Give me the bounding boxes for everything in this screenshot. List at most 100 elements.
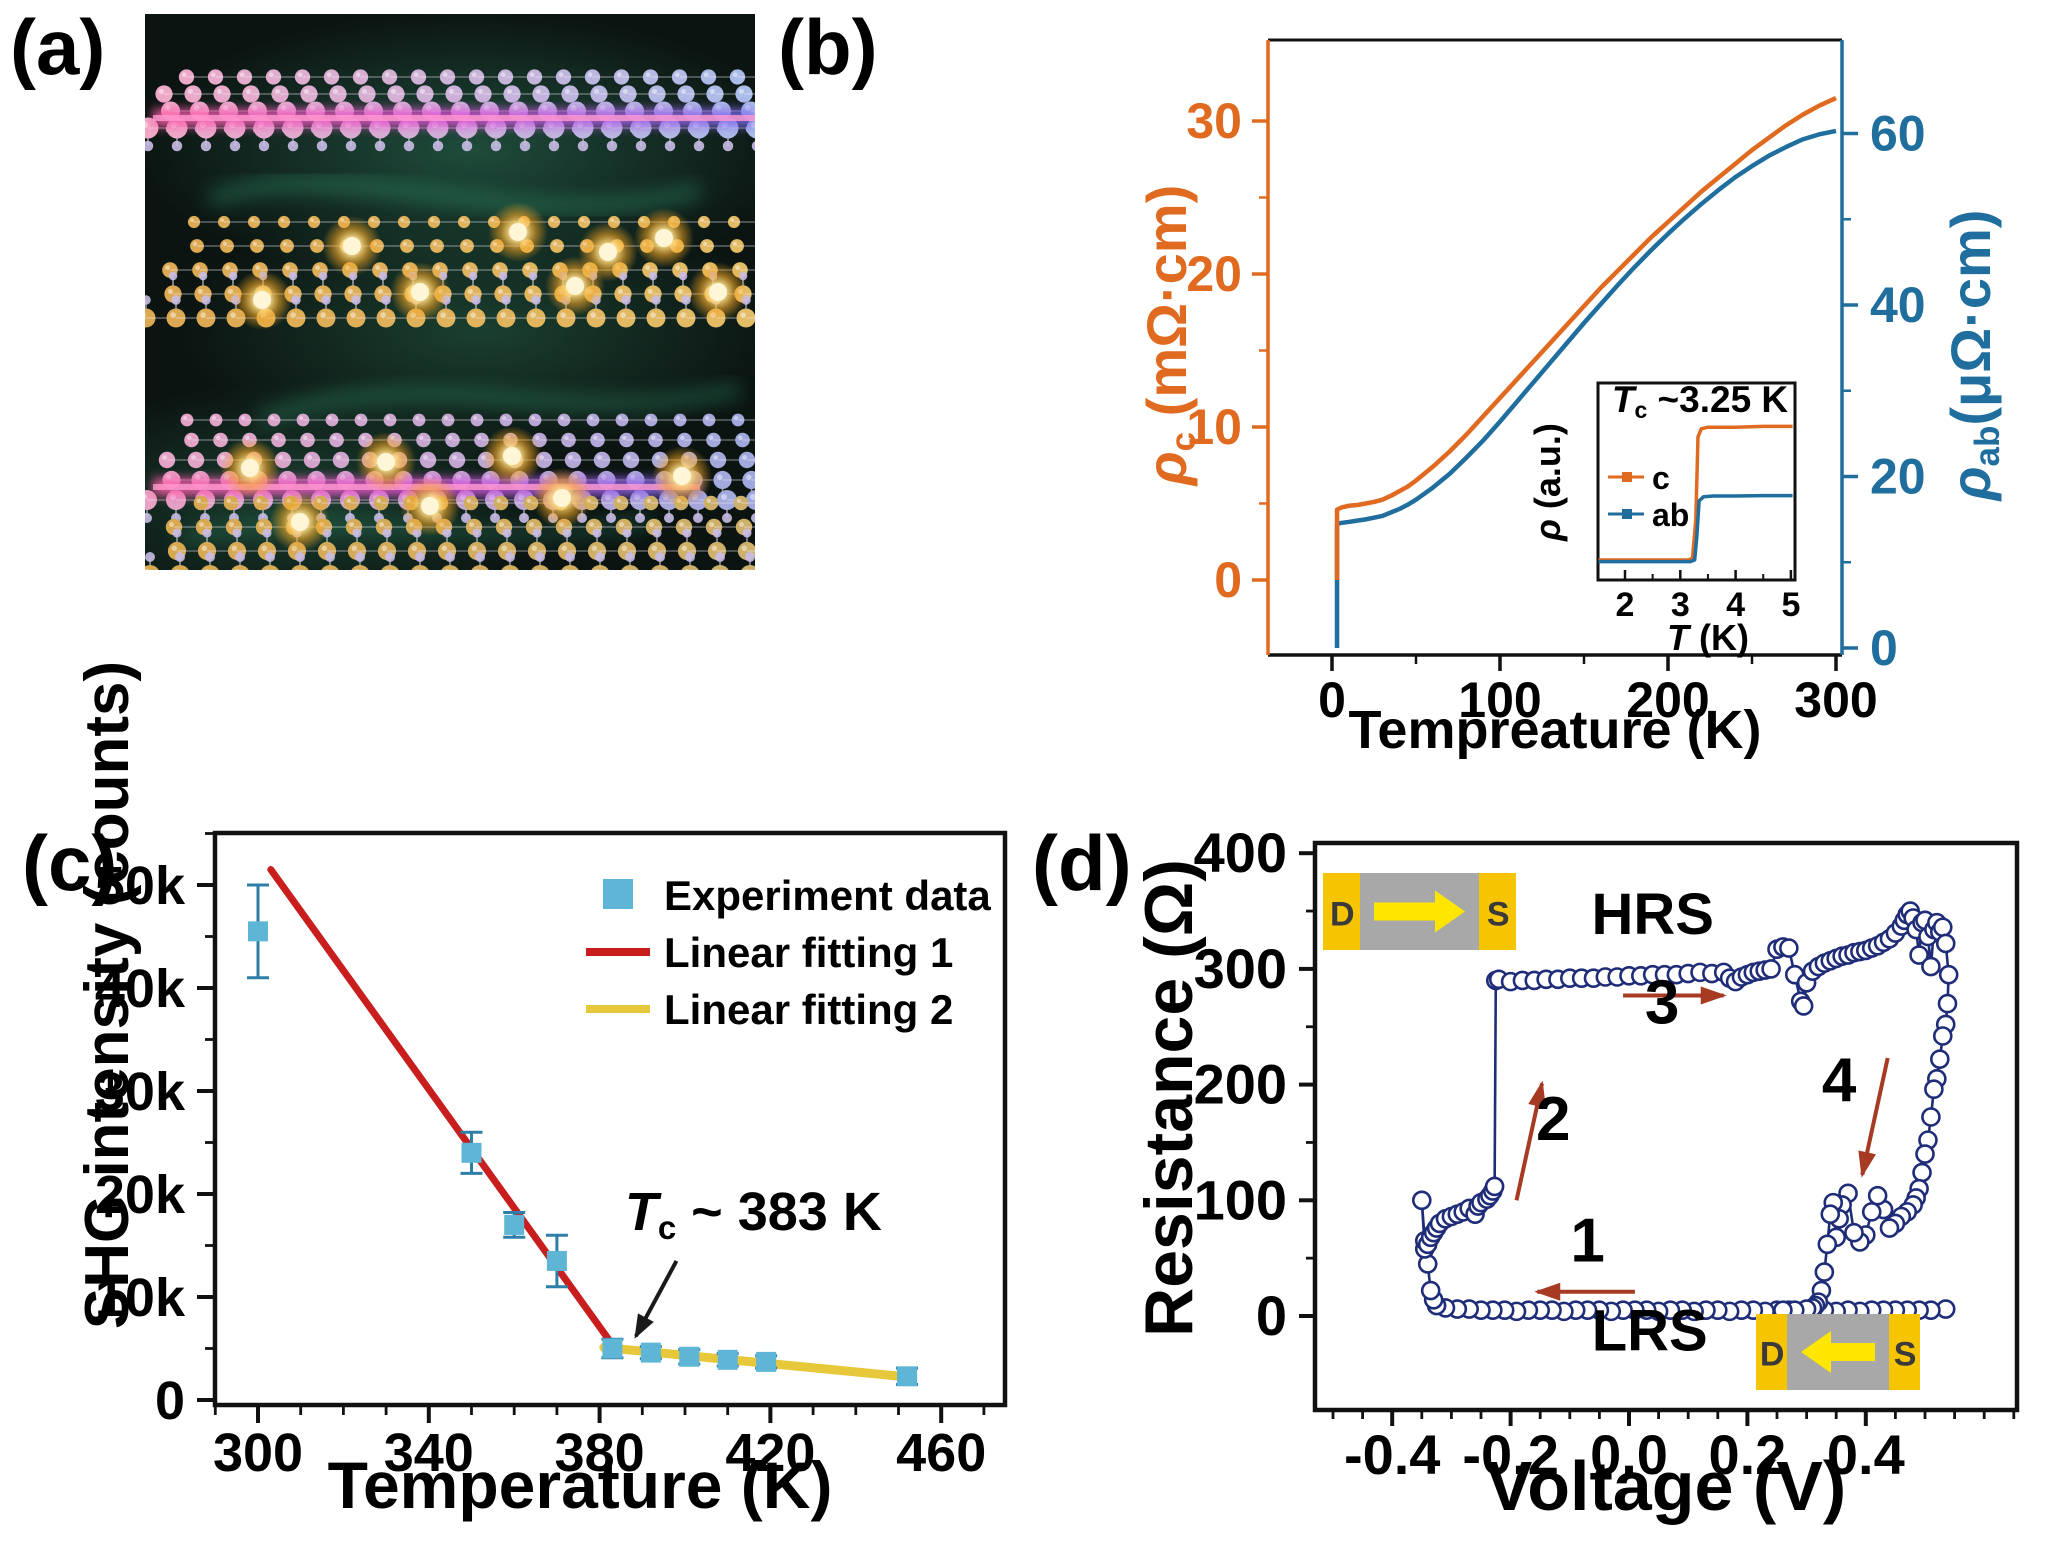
b-ytick-right: 0 bbox=[1870, 620, 1898, 676]
d-ylabel: Resistance (Ω) bbox=[1131, 859, 1207, 1337]
data-marker bbox=[248, 921, 268, 942]
data-marker bbox=[717, 1349, 738, 1370]
b-ylabel-left: ρc (mΩ·cm) bbox=[1135, 185, 1203, 488]
c-ytick: 0 bbox=[155, 1371, 185, 1431]
c-xlabel: Temperature (K) bbox=[328, 1448, 833, 1522]
step-arrow-2 bbox=[1514, 1080, 1546, 1201]
c-frame bbox=[212, 830, 1008, 1408]
d-xtick: 0.4 bbox=[1827, 1423, 1905, 1486]
series-rho-c bbox=[1334, 96, 1837, 580]
b-xtick: 0 bbox=[1318, 672, 1346, 728]
inset-xlabel: T (K) bbox=[1667, 617, 1749, 658]
panel-d-label: (d) bbox=[1032, 819, 1132, 907]
state-label-lrs: LRS bbox=[1592, 1299, 1708, 1364]
inset-xtick: 5 bbox=[1781, 586, 1800, 624]
polarization-arrow-left bbox=[1801, 1331, 1875, 1373]
b-xtick: 200 bbox=[1626, 672, 1709, 728]
data-marker bbox=[756, 1351, 777, 1372]
series-rho-ab bbox=[1334, 128, 1837, 648]
c-xtick: 420 bbox=[725, 1423, 815, 1483]
b-xlabel: Tempreature (K) bbox=[1348, 700, 1761, 760]
b-ytick-left: 30 bbox=[1186, 93, 1242, 149]
legend-label: Linear fitting 2 bbox=[664, 986, 953, 1033]
data-marker bbox=[679, 1346, 700, 1367]
d-ytick: 100 bbox=[1194, 1168, 1287, 1231]
d-ytick: 200 bbox=[1194, 1053, 1287, 1116]
b-xtick: 100 bbox=[1458, 672, 1541, 728]
panel-d-chart: -0.4 -0.2 0.0 0.2 0.4 0 100 200 300 400 Voltage (V… bbox=[1131, 821, 2020, 1525]
inset-legend-marker bbox=[1622, 472, 1632, 482]
inset-ylabel: ρ (a.u.) bbox=[1527, 423, 1568, 542]
linear-fitting-1 bbox=[267, 866, 621, 1355]
data-marker bbox=[504, 1214, 525, 1235]
tc-arrow bbox=[634, 1260, 679, 1339]
inset-legend-marker bbox=[1622, 509, 1632, 519]
b-ytick-right: 60 bbox=[1870, 106, 1926, 162]
c-xtick: 300 bbox=[213, 1423, 303, 1483]
state-label-hrs: HRS bbox=[1591, 882, 1713, 947]
device-drain-label: D bbox=[1330, 895, 1355, 933]
device-drain-label: D bbox=[1760, 1336, 1785, 1374]
panel-b-inset: 2 3 4 5 Tc ~3.25 K T (K) ρ (a.u.) cab bbox=[1527, 379, 1800, 658]
experiment-data-points bbox=[247, 883, 919, 1387]
inset-legend-label: ab bbox=[1652, 497, 1689, 533]
lattice-layer bbox=[145, 215, 755, 328]
tc-annotation: Tc ~ 383 K bbox=[625, 1182, 882, 1246]
c-ytick: 10k bbox=[95, 1268, 186, 1328]
d-xtick: 0.2 bbox=[1708, 1423, 1786, 1486]
d-xtick: -0.2 bbox=[1462, 1423, 1559, 1486]
data-marker bbox=[640, 1342, 661, 1363]
panel-c-chart: 300 340 380 420 460 0 10k 20k 30k 40k 50k Temperatu… bbox=[73, 661, 1008, 1522]
inset-series-ab bbox=[1598, 493, 1793, 564]
b-ytick-right: 20 bbox=[1870, 449, 1926, 505]
c-ytick: 40k bbox=[95, 959, 186, 1019]
device-source-label: S bbox=[1487, 895, 1510, 933]
inset-xtick: 3 bbox=[1671, 586, 1690, 624]
d-frame bbox=[1312, 840, 2020, 1413]
step-label-4: 4 bbox=[1822, 1046, 1857, 1115]
hysteresis-loop-markers bbox=[1412, 901, 1959, 1322]
d-xlabel: Voltage (V) bbox=[1486, 1447, 1846, 1525]
legend-label: Linear fitting 1 bbox=[664, 929, 953, 976]
panel-c-label: (c) bbox=[22, 819, 118, 907]
step-label-2: 2 bbox=[1536, 1085, 1570, 1154]
d-ytick: 300 bbox=[1194, 937, 1287, 1000]
lattice-layer bbox=[145, 69, 755, 152]
data-marker bbox=[602, 1338, 623, 1359]
data-marker bbox=[897, 1366, 918, 1387]
crystal-structure-art bbox=[145, 14, 755, 570]
c-xtick: 340 bbox=[384, 1423, 474, 1483]
b-xtick: 300 bbox=[1794, 672, 1877, 728]
c-ytick: 30k bbox=[95, 1062, 186, 1122]
c-ylabel: SHG intensity (counts) bbox=[73, 661, 142, 1329]
b-ytick-right: 40 bbox=[1870, 277, 1926, 333]
b-ytick-left: 10 bbox=[1186, 399, 1242, 455]
device-source-label: S bbox=[1894, 1336, 1917, 1374]
d-xtick: -0.4 bbox=[1344, 1423, 1441, 1486]
step-label-1: 1 bbox=[1570, 1207, 1604, 1276]
step-arrow-4 bbox=[1858, 1057, 1890, 1178]
polarization-arrow-right bbox=[1374, 890, 1465, 933]
d-ytick: 0 bbox=[1256, 1284, 1287, 1347]
panel-b-label: (b) bbox=[778, 3, 878, 91]
inset-xtick: 4 bbox=[1726, 586, 1745, 624]
d-xtick: 0.0 bbox=[1590, 1423, 1668, 1486]
c-xtick: 380 bbox=[555, 1423, 645, 1483]
c-legend: Experiment data Linear fitting 1 Linear fi… bbox=[586, 872, 991, 1033]
c-ytick: 50k bbox=[95, 856, 186, 916]
b-ylabel-right: ρab(μΩ·cm) bbox=[1939, 210, 2007, 503]
panel-a-label: (a) bbox=[10, 3, 106, 91]
inset-title: Tc ~3.25 K bbox=[1612, 379, 1789, 423]
data-marker bbox=[461, 1142, 482, 1163]
inset-legend-label: c bbox=[1652, 460, 1670, 496]
inset-xtick: 2 bbox=[1616, 586, 1635, 624]
legend-label: Experiment data bbox=[664, 872, 991, 919]
data-marker bbox=[546, 1250, 567, 1271]
d-ytick: 400 bbox=[1194, 821, 1287, 884]
b-ytick-left: 0 bbox=[1214, 552, 1242, 608]
